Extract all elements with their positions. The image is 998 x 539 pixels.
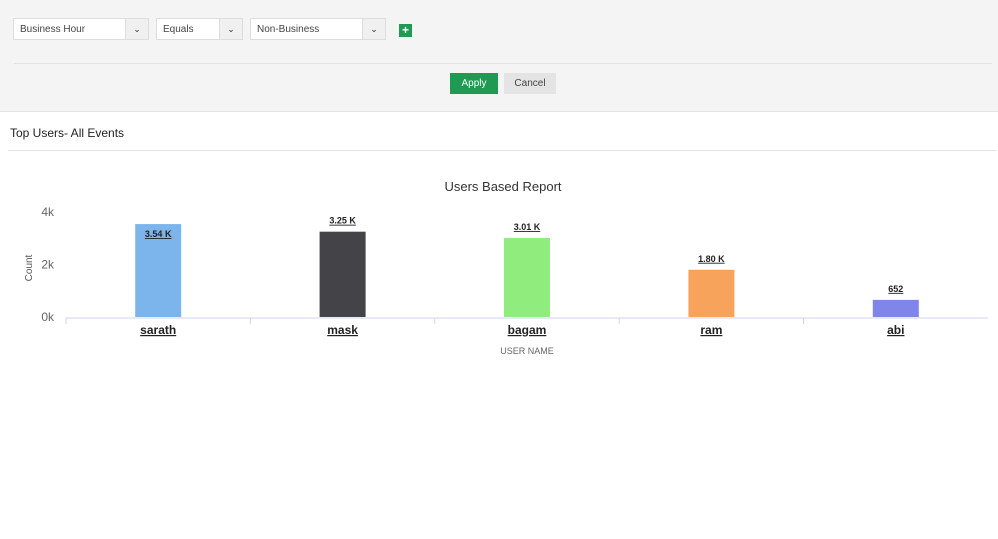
bar-sarath (135, 224, 182, 317)
filter-panel: Business Hour ⌄ Equals ⌄ Non-Business ⌄ + A… (0, 0, 998, 112)
x-tick-label[interactable]: mask (327, 323, 358, 337)
chevron-down-icon[interactable]: ⌄ (219, 19, 242, 39)
x-tick-label[interactable]: abi (887, 323, 904, 337)
value-value: Non-Business (257, 24, 320, 35)
divider (8, 150, 996, 151)
apply-button[interactable]: Apply (450, 73, 498, 94)
y-tick-label: 0k (41, 310, 55, 324)
x-tick-label[interactable]: bagam (508, 323, 547, 337)
field-select[interactable]: Business Hour ⌄ (13, 18, 149, 40)
chart-title: Users Based Report (444, 179, 561, 194)
x-axis-label: USER NAME (500, 346, 554, 356)
value-select[interactable]: Non-Business ⌄ (250, 18, 386, 40)
y-tick-label: 4k (41, 205, 55, 219)
cancel-button[interactable]: Cancel (504, 73, 556, 94)
field-value: Business Hour (20, 24, 86, 35)
bar-bagam (504, 237, 550, 317)
bar-mask (319, 231, 366, 317)
data-label: 3.25 K (329, 216, 356, 226)
section-title: Top Users- All Events (10, 126, 125, 140)
y-axis-label: Count (24, 254, 35, 281)
bar-abi (872, 299, 919, 317)
operator-select[interactable]: Equals ⌄ (156, 18, 243, 40)
data-label: 3.01 K (514, 222, 541, 232)
add-condition-icon[interactable]: + (399, 24, 412, 37)
chevron-down-icon[interactable]: ⌄ (125, 19, 148, 39)
data-label: 1.80 K (698, 254, 725, 264)
bar-chart: Users Based Report Count 0k 2k 4k 3.54 K sarat… (24, 179, 988, 356)
x-tick-label[interactable]: sarath (140, 323, 176, 337)
x-tick-label[interactable]: ram (700, 323, 722, 337)
y-tick-label: 2k (41, 258, 55, 272)
chevron-down-icon[interactable]: ⌄ (362, 19, 385, 39)
data-label: 3.54 K (145, 229, 172, 239)
divider (14, 63, 992, 64)
operator-value: Equals (163, 24, 194, 35)
bar-ram (688, 269, 735, 317)
data-label: 652 (888, 284, 903, 294)
